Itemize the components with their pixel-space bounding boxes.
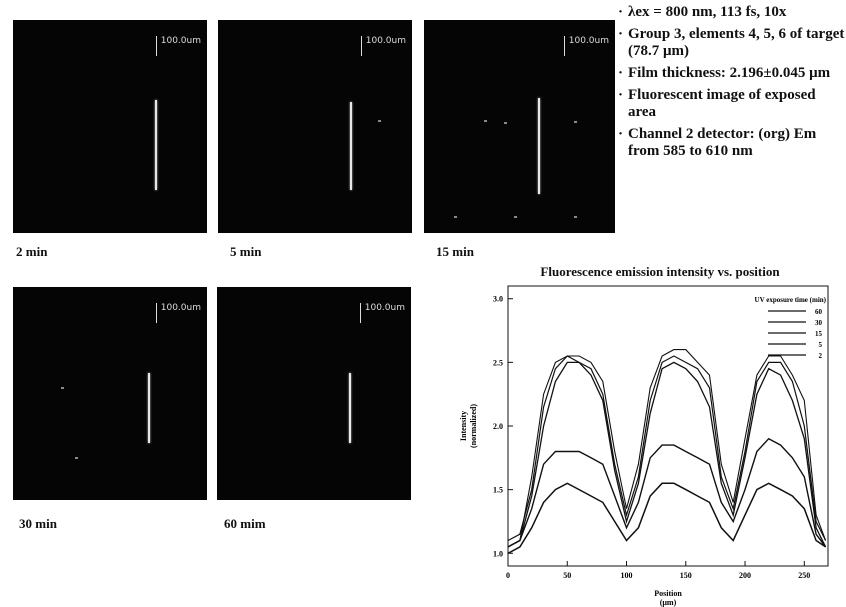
- series-line: [507, 349, 827, 548]
- legend-label: 30: [815, 319, 823, 327]
- fluorescence-image-5min: 100.0um: [218, 20, 412, 233]
- experiment-notes: · λex = 800 nm, 113 fs, 10x · Group 3, ele…: [618, 4, 846, 165]
- note-item: · Channel 2 detector: (org) Em from 585 t…: [618, 126, 846, 160]
- legend-label: 15: [815, 330, 823, 338]
- speckle: [61, 387, 64, 389]
- note-text: λex = 800 nm, 113 fs, 10x: [628, 4, 787, 20]
- speckle: [484, 120, 487, 122]
- speckle: [454, 216, 457, 218]
- x-tick-label: 200: [739, 571, 751, 580]
- image-label-30min: 30 min: [19, 516, 57, 531]
- legend-title: UV exposure time (min): [755, 296, 827, 304]
- note-item: · Fluorescent image of exposed area: [618, 87, 846, 121]
- note-text: Group 3, elements 4, 5, 6 of target (78.…: [628, 26, 845, 59]
- y-tick-label: 1.0: [493, 549, 503, 558]
- note-text: Film thickness: 2.196±0.045 μm: [628, 65, 831, 81]
- bullet: ·: [618, 87, 624, 103]
- exposed-line: [350, 102, 352, 190]
- note-item: · λex = 800 nm, 113 fs, 10x: [618, 4, 846, 21]
- x-tick-label: 150: [680, 571, 692, 580]
- bullet: ·: [618, 65, 624, 81]
- speckle: [574, 121, 577, 123]
- exposed-line: [155, 100, 157, 190]
- intensity-chart: 0 50 100 150 200 250 1.0 1.5 2.0 2.5 3.0 UV exposu…: [459, 285, 829, 607]
- y-tick-label: 1.5: [493, 486, 503, 495]
- speckle: [504, 122, 507, 124]
- exposed-line: [148, 373, 150, 443]
- note-text: Fluorescent image of exposed area: [628, 87, 816, 120]
- x-tick-label: 250: [798, 571, 810, 580]
- fluorescence-image-15min: 100.0um: [424, 20, 615, 233]
- series-line: [507, 355, 827, 542]
- scale-bar: 100.0um: [155, 303, 201, 323]
- y-tick-label: 2.5: [493, 358, 503, 367]
- y-tick-label: 3.0: [493, 295, 503, 304]
- bullet: ·: [618, 4, 624, 20]
- y-tick-label: 2.0: [493, 422, 503, 431]
- chart-title: Fluorescence emission intensity vs. posi…: [540, 264, 780, 279]
- speckle: [75, 457, 78, 459]
- image-label-60min: 60 mim: [224, 516, 266, 531]
- x-axis-label: Position: [654, 589, 682, 598]
- note-item: · Film thickness: 2.196±0.045 μm: [618, 65, 846, 82]
- image-label-15min: 15 min: [436, 244, 474, 259]
- speckle: [378, 120, 381, 122]
- plot-frame: [507, 285, 829, 567]
- series-line: [507, 437, 827, 548]
- note-item: · Group 3, elements 4, 5, 6 of target (78…: [618, 26, 846, 60]
- fluorescence-image-60min: 100.0um: [217, 287, 411, 500]
- x-axis-unit: (μm): [660, 598, 677, 607]
- fluorescence-image-2min: 100.0um: [13, 20, 207, 233]
- scale-bar: 100.0um: [155, 36, 201, 56]
- scale-bar: 100.0um: [359, 303, 405, 323]
- legend-label: 2: [819, 352, 823, 360]
- image-label-2min: 2 min: [16, 244, 48, 259]
- y-axis-label: Intensity: [459, 411, 468, 441]
- speckle: [574, 216, 577, 218]
- scale-bar: 100.0um: [360, 36, 406, 56]
- bullet: ·: [618, 26, 624, 42]
- bullet: ·: [618, 126, 624, 142]
- x-tick-label: 50: [563, 571, 571, 580]
- legend-label: 60: [815, 308, 823, 316]
- exposed-line: [349, 373, 351, 443]
- series-line: [507, 482, 827, 554]
- image-label-5min: 5 min: [230, 244, 262, 259]
- scale-bar: 100.0um: [563, 36, 609, 56]
- legend-label: 5: [819, 341, 823, 349]
- x-tick-label: 100: [621, 571, 633, 580]
- speckle: [514, 216, 517, 218]
- x-tick-label: 0: [506, 571, 510, 580]
- exposed-line: [538, 98, 540, 194]
- y-axis-unit: (normalized): [469, 404, 478, 448]
- note-text: Channel 2 detector: (org) Em from 585 to…: [628, 126, 817, 159]
- series-line: [507, 361, 827, 548]
- fluorescence-image-30min: 100.0um: [13, 287, 207, 500]
